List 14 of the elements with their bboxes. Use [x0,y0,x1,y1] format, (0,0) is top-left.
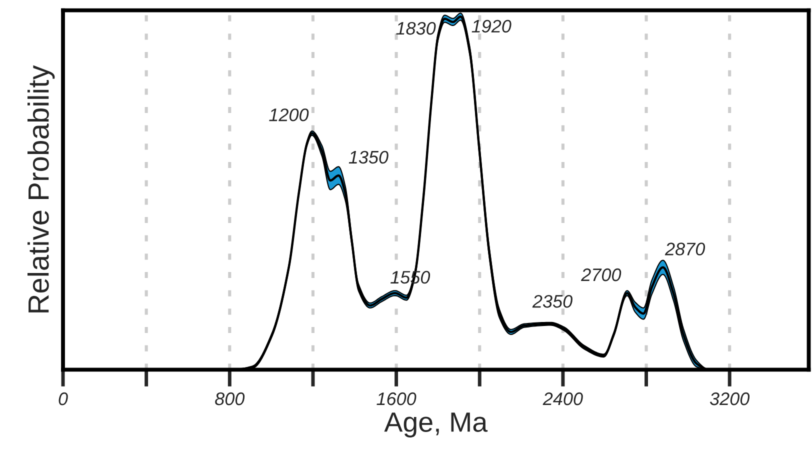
x-tick-label: 0 [58,392,68,406]
x-axis-title: Age, Ma [384,412,488,438]
annotation: 2870 [664,242,706,256]
x-tick-label: 1600 [376,392,416,406]
annotation: 1200 [269,108,309,122]
annotation: 2350 [532,294,572,308]
x-tick-label: 3200 [710,392,750,406]
annotation: 1830 [396,22,436,35]
annotation: 1920 [472,20,512,33]
x-tick-label: 2400 [542,392,583,406]
annotation: 1350 [348,150,388,164]
x-tick-label: 800 [215,392,245,406]
annotation: 2700 [581,268,622,282]
y-axis-title: Relative Probability [27,65,55,312]
